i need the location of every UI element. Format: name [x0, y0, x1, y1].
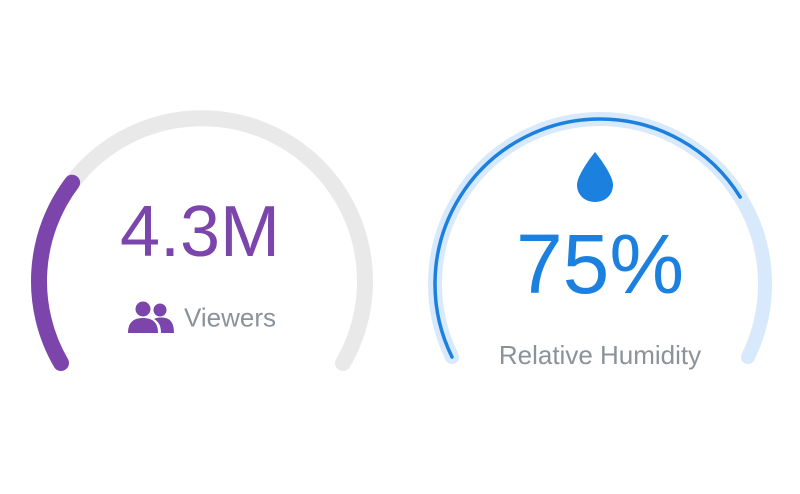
humidity-gauge-fill: [433, 117, 767, 359]
viewers-label: Viewers: [183, 302, 276, 333]
viewers-value: 4.3M: [119, 192, 281, 272]
people-icon: [127, 301, 174, 333]
viewers-gauge: 4.3M Viewers: [0, 110, 400, 371]
water-drop-icon: [577, 152, 613, 202]
humidity-label: Relative Humidity: [498, 340, 702, 370]
viewers-gauge-ring: [31, 110, 373, 371]
humidity-value: 75%: [515, 217, 685, 311]
humidity-gauge: 75% Relative Humidity: [400, 0, 800, 494]
viewers-gauge-fill: [31, 110, 373, 371]
humidity-label-row: Relative Humidity: [400, 340, 800, 372]
humidity-gauge-ring: [428, 112, 772, 364]
viewers-label-row: Viewers: [0, 300, 400, 340]
